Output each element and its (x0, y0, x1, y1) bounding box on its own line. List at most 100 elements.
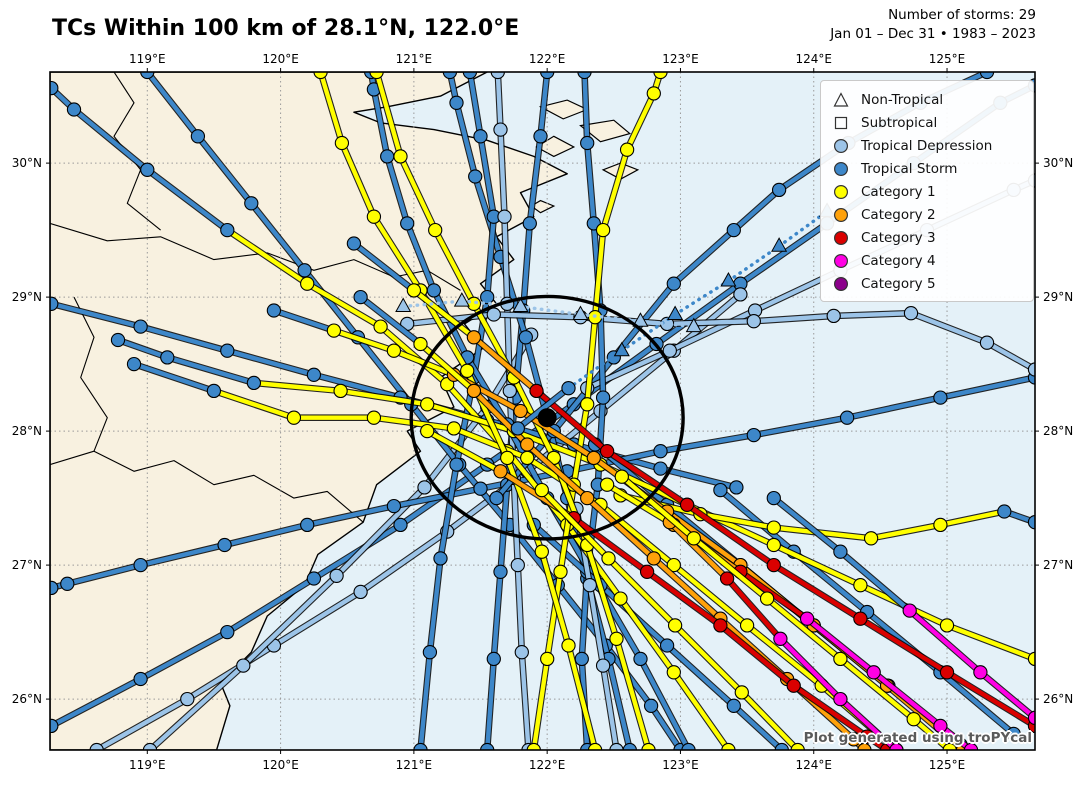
track-point-c1 (599, 477, 615, 492)
legend-item-label: Category 1 (861, 183, 936, 200)
track-point-c2 (513, 403, 528, 419)
track-point-ts (386, 498, 402, 514)
lon-tick-label: 122°E (529, 758, 566, 772)
lon-tick-label: 120°E (262, 52, 299, 66)
track-point-c1 (333, 383, 348, 399)
track-point-c1 (759, 591, 775, 606)
track-point-c1 (587, 742, 603, 750)
legend-item-label: Category 5 (861, 275, 936, 292)
track-point-c3 (529, 383, 544, 399)
track-point-td (582, 578, 597, 593)
track-point-ts (746, 427, 761, 443)
legend-circle-icon (821, 183, 861, 201)
legend-item-category-5: Category 5 (821, 272, 1033, 295)
track-point-ts (681, 742, 696, 750)
track-point-ts (473, 481, 488, 496)
non-tropical-point-icon (667, 305, 684, 321)
track-point-ts (659, 638, 675, 653)
lon-tick-label: 123°E (662, 52, 699, 66)
track-point-ts (353, 289, 368, 305)
legend-circle-icon (821, 252, 861, 270)
page-title: TCs Within 100 km of 28.1°N, 122.0°E (52, 16, 520, 41)
track-point-c1 (686, 531, 701, 546)
legend-item-category-3: Category 3 (821, 226, 1033, 249)
lon-tick-label: 119°E (129, 758, 166, 772)
legend-item-label: Category 2 (861, 206, 936, 223)
track-point-c2 (520, 437, 535, 452)
track-point-c1 (334, 135, 350, 151)
track-point-ts (400, 216, 415, 231)
track-point-td (595, 658, 611, 673)
track-point-c1 (386, 343, 402, 358)
track-point-ts (449, 457, 464, 472)
track-point-ts (244, 196, 259, 211)
non-tropical-point-icon (685, 317, 702, 333)
track-point-ts (300, 517, 315, 533)
track-point-c1 (393, 149, 408, 164)
track-point-ts (60, 576, 75, 591)
track-point-ts (413, 742, 428, 750)
storm-track (510, 202, 836, 436)
track-point-c1 (534, 482, 549, 498)
legend-item-non-tropical: Non-Tropical (821, 88, 1033, 111)
lon-tick-label: 125°E (929, 758, 966, 772)
track-point-td (236, 658, 251, 673)
track-point-ts (643, 698, 659, 713)
track-point-ts (50, 580, 59, 596)
map-layers (50, 72, 1035, 750)
track-point-c1 (1027, 651, 1035, 667)
non-tropical-point-icon (632, 312, 649, 327)
track-point-ts (468, 169, 483, 184)
track-point-td (417, 480, 432, 495)
track-point-td (329, 568, 344, 583)
track-point-c1 (613, 591, 628, 606)
province-boundary (73, 296, 108, 452)
track-point-c3 (679, 497, 695, 512)
range-circle (409, 294, 685, 541)
lon-tick-label: 125°E (929, 52, 966, 66)
track-point-ts (346, 236, 362, 251)
track-point-c2 (857, 742, 872, 750)
track-point-c1 (666, 665, 681, 680)
track-point-ts (493, 564, 508, 579)
track-point-ts (561, 381, 576, 396)
legend-item-label: Category 4 (861, 252, 936, 269)
track-point-td (353, 584, 368, 600)
lat-tick-label: 27°N (12, 558, 42, 572)
track-point-ts (839, 410, 855, 425)
track-point-c4 (1027, 710, 1035, 725)
track-point-c1 (553, 564, 568, 579)
track-point-ts (1027, 515, 1035, 530)
lat-tick-label: 28°N (12, 424, 42, 438)
track-point-td (497, 209, 512, 224)
track-point-c1 (446, 421, 462, 436)
track-point-td (746, 314, 761, 329)
track-point-ts (380, 149, 395, 164)
track-point-c4 (866, 665, 881, 680)
legend-item-tropical-storm: Tropical Storm (821, 157, 1033, 180)
track-point-c1 (933, 517, 948, 533)
storm-track (50, 370, 1035, 596)
track-point-ts (933, 390, 948, 405)
track-point-ts (426, 283, 442, 298)
track-point-ts (666, 276, 681, 291)
track-point-c1 (766, 537, 781, 553)
track-point-c1 (739, 618, 755, 633)
track-point-c4 (963, 742, 979, 750)
track-point-c3 (599, 444, 615, 459)
track-point-c1 (942, 742, 957, 750)
track-point-c4 (933, 718, 948, 734)
track-point-c1 (420, 423, 435, 439)
track-point-ts (246, 375, 262, 391)
track-point-ts (729, 480, 744, 495)
track-point-ts (518, 330, 533, 345)
non-tropical-point-icon (613, 341, 630, 357)
map-frame (49, 71, 1036, 751)
track-point-ts (50, 296, 59, 311)
track-point-c1 (460, 363, 475, 378)
storm-track (526, 72, 668, 750)
legend-circle-icon (821, 160, 861, 178)
lat-tick-label: 29°N (1043, 290, 1073, 304)
track-point-td (180, 691, 195, 707)
track-point-c1 (580, 397, 595, 412)
